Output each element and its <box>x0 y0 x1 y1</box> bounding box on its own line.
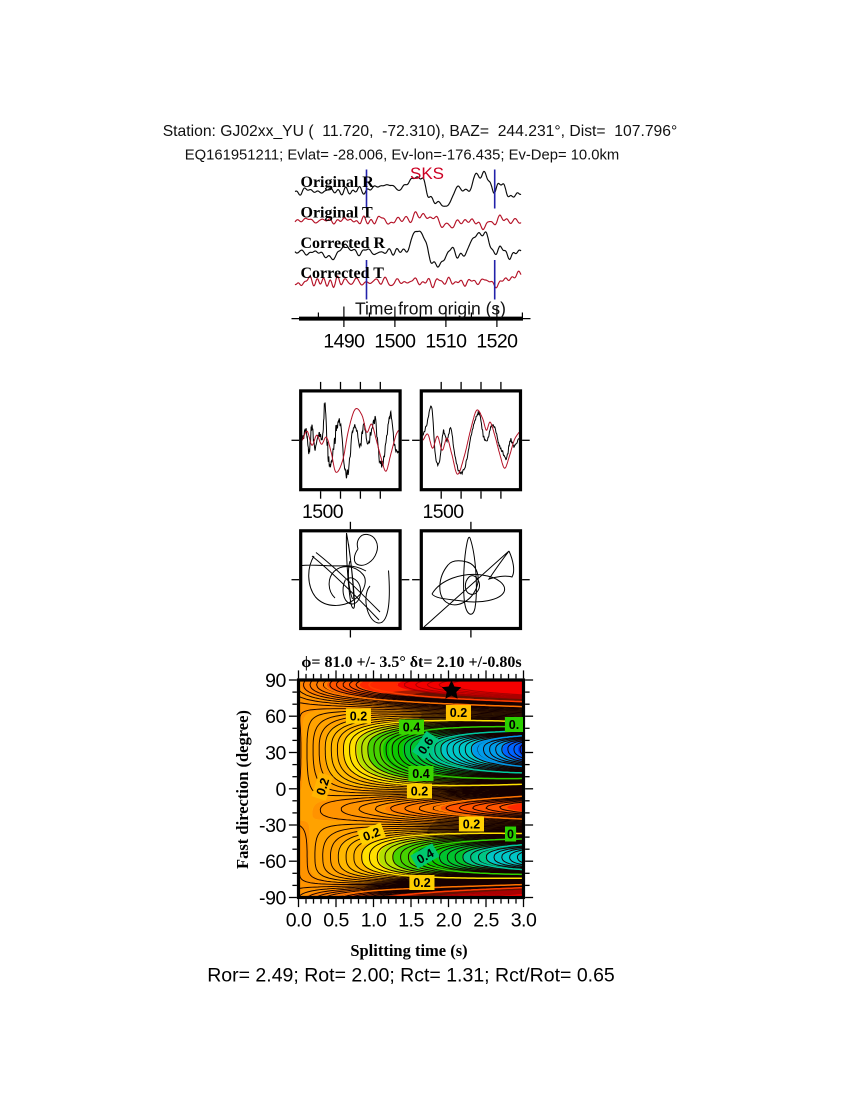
svg-text:Original R: Original R <box>301 174 375 191</box>
svg-text:0.4: 0.4 <box>403 721 420 735</box>
svg-text:-90: -90 <box>259 888 287 910</box>
svg-text:Ror= 2.49; Rot= 2.00; Rct= 1.3: Ror= 2.49; Rot= 2.00; Rct= 1.31; Rct/Rot… <box>207 965 615 987</box>
svg-text:Corrected T: Corrected T <box>301 265 385 282</box>
svg-text:1500: 1500 <box>302 501 344 523</box>
svg-text:0.2: 0.2 <box>463 818 480 832</box>
svg-text:30: 30 <box>265 743 286 765</box>
svg-text:0.4: 0.4 <box>412 767 429 781</box>
svg-text:Splitting time (s): Splitting time (s) <box>350 941 467 960</box>
svg-text:1.5: 1.5 <box>398 910 424 932</box>
svg-text:Station: GJ02xx_YU ( 11.720,: Station: GJ02xx_YU ( 11.720, -72.310), B… <box>163 123 678 140</box>
svg-text:1510: 1510 <box>425 331 467 353</box>
svg-text:1500: 1500 <box>374 331 416 353</box>
svg-text:2.0: 2.0 <box>436 910 462 932</box>
svg-text:90: 90 <box>265 670 286 692</box>
svg-text:1.0: 1.0 <box>361 910 387 932</box>
svg-text:0.5: 0.5 <box>323 910 349 932</box>
svg-text:0.2: 0.2 <box>314 776 333 797</box>
svg-text:0.2: 0.2 <box>411 785 428 799</box>
svg-text:-30: -30 <box>259 815 287 837</box>
svg-text:1500: 1500 <box>423 501 465 523</box>
svg-text:ϕ= 81.0 +/- 3.5° δt= 2.10 +/-0: ϕ= 81.0 +/- 3.5° δt= 2.10 +/-0.80s <box>301 654 521 671</box>
svg-text:0: 0 <box>276 779 287 801</box>
svg-text:0.2: 0.2 <box>361 825 382 844</box>
svg-text:0.2: 0.2 <box>450 706 467 720</box>
svg-text:1520: 1520 <box>476 331 518 353</box>
svg-text:3.0: 3.0 <box>511 910 537 932</box>
svg-text:0.: 0. <box>509 718 519 732</box>
svg-text:2.5: 2.5 <box>473 910 499 932</box>
svg-text:60: 60 <box>265 706 286 728</box>
svg-text:0: 0 <box>507 828 514 842</box>
svg-text:EQ161951211; Evlat= -28.006, E: EQ161951211; Evlat= -28.006, Ev-lon=-176… <box>185 148 619 164</box>
svg-text:Original T: Original T <box>301 205 373 222</box>
svg-text:Time from origin (s): Time from origin (s) <box>355 299 506 319</box>
svg-text:SKS: SKS <box>410 164 444 183</box>
svg-text:1490: 1490 <box>323 331 365 353</box>
svg-text:Fast direction (degree): Fast direction (degree) <box>233 710 252 869</box>
svg-text:0.2: 0.2 <box>350 710 367 724</box>
svg-text:-60: -60 <box>259 851 287 873</box>
svg-text:0.0: 0.0 <box>286 910 312 932</box>
svg-text:0.2: 0.2 <box>413 876 430 890</box>
svg-text:Corrected R: Corrected R <box>301 235 386 252</box>
